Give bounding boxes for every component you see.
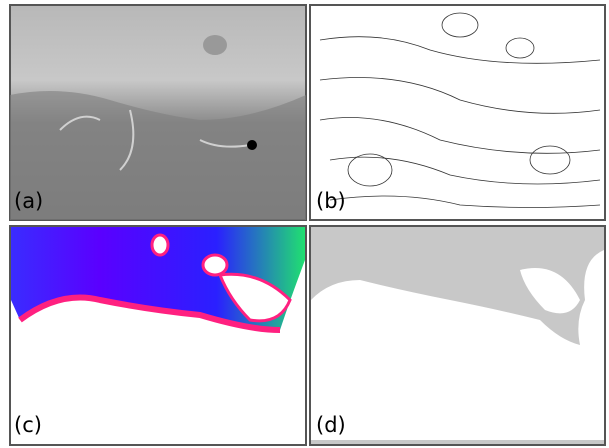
panel-label: (b) <box>316 189 346 213</box>
figure: (a) (b) (c) (d) <box>0 0 609 448</box>
panel-label: (c) <box>14 413 42 437</box>
color-map-hole <box>203 255 227 275</box>
marker <box>247 140 257 150</box>
panel-a: (a) <box>10 5 306 220</box>
panel-label: (d) <box>316 413 346 437</box>
color-map-hole <box>152 235 168 255</box>
panel-b: (b) <box>310 5 605 220</box>
panel-d: (d) <box>310 226 605 445</box>
hill <box>203 35 227 55</box>
panel-c: (c) <box>10 226 306 445</box>
mask-strip <box>311 440 604 444</box>
panel-label: (a) <box>14 189 43 213</box>
